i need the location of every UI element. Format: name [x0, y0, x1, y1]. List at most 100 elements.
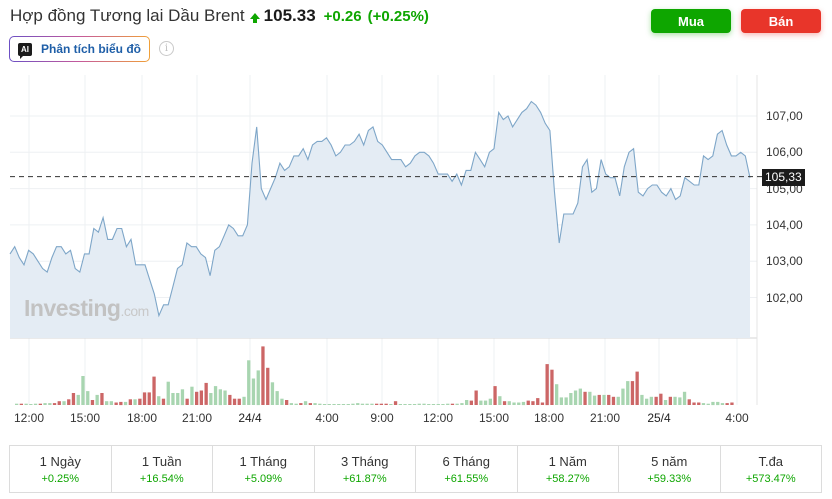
volume-bar	[86, 391, 90, 405]
volume-bar	[180, 389, 185, 406]
volume-bar	[90, 400, 95, 405]
period-label: 1 Ngày	[39, 453, 81, 469]
volume-bar	[545, 364, 549, 406]
volume-bar	[597, 394, 601, 405]
volume-bar	[261, 346, 265, 405]
volume-bar	[730, 402, 734, 405]
price-change: +0.26	[323, 8, 362, 25]
volume-bar	[166, 381, 170, 405]
volume-bar	[123, 401, 128, 406]
volume-bar	[498, 396, 502, 405]
performance-period-1[interactable]: 1 Tuần +16.54%	[112, 446, 213, 492]
buy-button[interactable]: Mua	[651, 9, 731, 33]
volume-bar	[393, 401, 398, 405]
volume-bar	[157, 396, 161, 405]
period-change: +61.87%	[342, 472, 387, 485]
performance-period-2[interactable]: 1 Tháng +5.09%	[213, 446, 315, 492]
volume-bar	[204, 382, 208, 405]
volume-bar	[626, 381, 630, 405]
volume-bar	[697, 402, 701, 405]
volume-bar	[555, 384, 559, 405]
y-tick-label: 104,00	[766, 217, 803, 232]
volume-bar	[469, 400, 473, 405]
volume-bar	[318, 403, 322, 405]
price-chart[interactable]: Investing.com 107,00 106,00 105,00 104,00 10…	[0, 70, 832, 430]
volume-bar	[313, 403, 317, 405]
performance-period-6[interactable]: 5 năm +59.33%	[619, 446, 721, 492]
volume-bar	[337, 404, 341, 405]
volume-bar	[517, 402, 521, 405]
performance-period-5[interactable]: 1 Năm +58.27%	[518, 446, 619, 492]
volume-bar	[360, 403, 365, 405]
volume-bar	[389, 404, 393, 405]
x-tick-label: 9:00	[370, 411, 394, 425]
volume-bar	[716, 401, 720, 406]
volume-bar	[190, 386, 194, 405]
volume-bar	[247, 360, 251, 405]
volume-bar	[460, 403, 464, 405]
volume-bar	[176, 393, 180, 405]
volume-bar	[417, 403, 421, 405]
period-label: 1 Tuần	[141, 453, 182, 469]
volume-bar	[564, 397, 568, 405]
volume-bar	[526, 400, 530, 405]
volume-bar	[493, 386, 497, 405]
volume-bar	[128, 399, 132, 405]
volume-bar	[427, 404, 431, 405]
performance-period-4[interactable]: 6 Tháng +61.55%	[416, 446, 518, 492]
volume-bar	[228, 394, 232, 405]
volume-bar	[725, 403, 729, 405]
x-tick-label: 4:00	[315, 411, 339, 425]
x-tick-label: 12:00	[422, 411, 454, 425]
period-label: 3 Tháng	[341, 453, 389, 469]
volume-bar	[322, 404, 327, 405]
period-label: 6 Tháng	[442, 453, 490, 469]
sell-button[interactable]: Bán	[741, 9, 821, 33]
period-change: +16.54%	[139, 472, 184, 485]
volume-bar	[659, 393, 663, 405]
volume-bar	[270, 382, 275, 405]
ai-chart-analysis-button[interactable]: AI Phân tích biểu đồ	[9, 36, 150, 62]
volume-bar	[280, 398, 284, 405]
investing-watermark: Investing.com	[24, 295, 149, 321]
last-price: 105.33	[263, 6, 316, 25]
period-label: 1 Tháng	[239, 453, 287, 469]
y-tick-label: 106,00	[766, 145, 803, 160]
volume-bar	[583, 391, 587, 405]
volume-bar	[48, 403, 52, 405]
volume-bar	[398, 404, 402, 405]
volume-bar	[251, 378, 256, 405]
y-tick-label: 103,00	[766, 254, 803, 269]
volume-bar	[218, 389, 222, 406]
performance-period-0[interactable]: 1 Ngày +0.25%	[10, 446, 112, 492]
volume-bar	[356, 403, 360, 405]
chart-canvas[interactable]	[0, 70, 832, 430]
period-change: +61.55%	[444, 472, 489, 485]
volume-bar	[24, 403, 28, 405]
x-tick-label: 4:00	[725, 411, 749, 425]
volume-bar	[375, 403, 379, 405]
volume-bar	[384, 403, 388, 405]
volume-bar	[711, 401, 715, 406]
volume-bar	[692, 402, 696, 405]
volume-bar	[95, 394, 99, 405]
volume-bar	[588, 391, 592, 405]
period-change: +59.33%	[647, 472, 692, 485]
volume-bar	[706, 403, 710, 405]
performance-period-3[interactable]: 3 Tháng +61.87%	[315, 446, 416, 492]
instrument-header: Hợp đồng Tương lai Dầu Brent 105.33 +0.2…	[10, 6, 429, 26]
volume-bar	[33, 403, 38, 405]
volume-bar	[133, 399, 137, 405]
period-change: +58.27%	[545, 472, 590, 485]
performance-period-7[interactable]: T.đa +573.47%	[721, 446, 822, 492]
volume-bar	[441, 404, 445, 405]
info-icon[interactable]: i	[159, 41, 174, 56]
volume-bar	[720, 403, 725, 405]
volume-bar	[621, 388, 625, 405]
y-tick-label: 107,00	[766, 109, 803, 123]
period-label: 5 năm	[651, 453, 688, 469]
x-tick-label: 15:00	[69, 411, 101, 425]
volume-bar	[232, 398, 237, 405]
volume-bar	[195, 391, 199, 405]
volume-bar	[185, 398, 189, 405]
